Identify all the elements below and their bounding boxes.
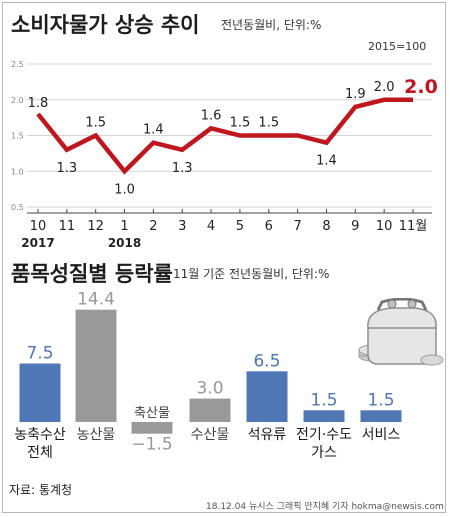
bar [360, 410, 402, 422]
data-label: 1.0 [114, 182, 135, 197]
bar [189, 398, 231, 422]
x-tick-label: 7 [293, 219, 301, 234]
bar-category-label: 농산물 [77, 427, 116, 443]
year-label: 2018 [108, 236, 141, 250]
bar-category-label: 수산물 [191, 427, 230, 443]
data-label: 1.4 [143, 123, 164, 138]
coin-purse-icon [358, 298, 444, 366]
year-label: 2017 [21, 236, 54, 250]
x-tick-label: 4 [207, 219, 215, 234]
x-tick-label: 10 [376, 219, 393, 234]
base-year-note: 2015=100 [368, 40, 427, 53]
x-tick-label: 6 [265, 219, 273, 234]
bar-category-label: 농축수산 [14, 427, 66, 443]
x-tick-label: 9 [351, 219, 359, 234]
data-label: 1.3 [172, 161, 193, 176]
bar-value-label: 14.4 [77, 290, 115, 310]
data-label: 1.5 [258, 116, 279, 131]
bar-value-label: 6.5 [253, 351, 280, 371]
line-chart-subtitle: 전년동월비, 단위:% [221, 18, 322, 32]
data-label: 1.3 [57, 161, 78, 176]
outer-frame [2, 2, 446, 513]
data-label: 1.5 [85, 116, 106, 131]
bar-category-label: 석유류 [248, 427, 287, 443]
y-tick-label: 1.5 [11, 132, 24, 141]
bar-category-label: 전기·수도 [296, 427, 352, 443]
x-tick-label: 10 [30, 219, 47, 234]
x-tick-label: 8 [322, 219, 330, 234]
bar-chart-title: 품목성질별 등락률 [11, 262, 173, 286]
bar-category-label: 서비스 [362, 427, 401, 443]
bar [131, 422, 173, 434]
x-tick-label: 3 [178, 219, 186, 234]
x-tick-label: 12 [87, 219, 104, 234]
x-tick-label: 5 [236, 219, 244, 234]
bar [303, 410, 345, 422]
bar-category-label: 가스 [311, 445, 337, 461]
bar-category-label: 축산물 [134, 406, 170, 421]
y-tick-label: 1.0 [11, 167, 24, 176]
y-tick-label: 2.5 [11, 60, 24, 69]
bar-value-label: 1.5 [367, 390, 394, 410]
bar [246, 371, 288, 422]
source-note: 자료: 통계청 [9, 483, 73, 497]
bar-value-label: 1.5 [310, 390, 337, 410]
x-tick-label: 11 [59, 219, 76, 234]
bar-chart-subtitle: 11월 기준 전년동월비, 단위:% [173, 267, 330, 281]
data-label: 1.6 [201, 108, 222, 123]
series-line [36, 97, 413, 175]
bar-value-label: −1.5 [131, 435, 172, 455]
x-tick-label: 2 [149, 219, 157, 234]
data-label-highlight: 2.0 [404, 76, 438, 98]
x-tick-label: 11월 [399, 219, 428, 234]
bar [75, 309, 117, 422]
data-label: 1.8 [28, 96, 49, 111]
x-tick-label: 1 [120, 219, 128, 234]
data-label: 1.5 [230, 116, 251, 131]
y-tick-label: 2.0 [11, 96, 24, 105]
data-label: 1.4 [316, 154, 337, 169]
data-label: 2.0 [374, 80, 395, 95]
credit-line: 18.12.04 뉴시스 그래픽 안지혜 기자 hokma@newsis.com [206, 502, 444, 512]
line-chart-title: 소비자물가 상승 추이 [11, 13, 200, 37]
bar-value-label: 7.5 [26, 344, 53, 364]
bar [19, 363, 61, 422]
y-tick-label: 0.5 [11, 203, 24, 212]
bar-value-label: 3.0 [196, 379, 223, 399]
bar-category-label: 전체 [27, 445, 53, 461]
data-label: 1.9 [345, 87, 366, 102]
